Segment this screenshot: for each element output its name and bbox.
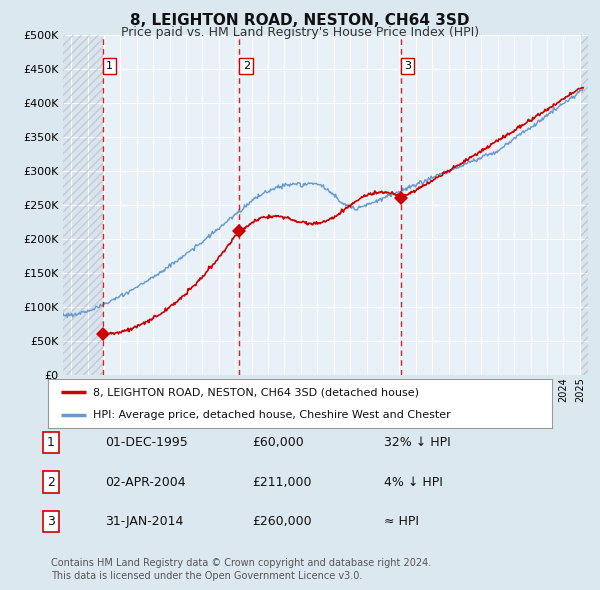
- Text: 01-DEC-1995: 01-DEC-1995: [105, 436, 188, 449]
- Text: £211,000: £211,000: [252, 476, 311, 489]
- Text: 8, LEIGHTON ROAD, NESTON, CH64 3SD (detached house): 8, LEIGHTON ROAD, NESTON, CH64 3SD (deta…: [94, 388, 419, 398]
- Text: 32% ↓ HPI: 32% ↓ HPI: [384, 436, 451, 449]
- Bar: [581, 35, 588, 375]
- Text: 1: 1: [106, 61, 113, 71]
- Text: 2: 2: [47, 476, 55, 489]
- Text: 2: 2: [242, 61, 250, 71]
- Text: £260,000: £260,000: [252, 515, 311, 528]
- Text: 02-APR-2004: 02-APR-2004: [105, 476, 185, 489]
- Text: HPI: Average price, detached house, Cheshire West and Chester: HPI: Average price, detached house, Ches…: [94, 409, 451, 419]
- Text: £60,000: £60,000: [252, 436, 304, 449]
- Text: 8, LEIGHTON ROAD, NESTON, CH64 3SD: 8, LEIGHTON ROAD, NESTON, CH64 3SD: [130, 13, 470, 28]
- Text: ≈ HPI: ≈ HPI: [384, 515, 419, 528]
- Bar: [63, 35, 103, 375]
- Bar: [581, 35, 588, 375]
- Text: 3: 3: [47, 515, 55, 528]
- Text: 3: 3: [404, 61, 411, 71]
- Text: 1: 1: [47, 436, 55, 449]
- Text: Price paid vs. HM Land Registry's House Price Index (HPI): Price paid vs. HM Land Registry's House …: [121, 26, 479, 39]
- Text: 4% ↓ HPI: 4% ↓ HPI: [384, 476, 443, 489]
- Text: Contains HM Land Registry data © Crown copyright and database right 2024.
This d: Contains HM Land Registry data © Crown c…: [51, 558, 431, 581]
- Text: 31-JAN-2014: 31-JAN-2014: [105, 515, 184, 528]
- Bar: [63, 35, 103, 375]
